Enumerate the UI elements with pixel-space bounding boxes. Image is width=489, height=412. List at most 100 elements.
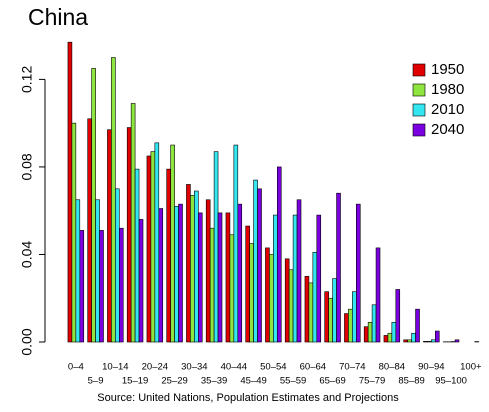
y-tick-label: 0.08 bbox=[19, 153, 35, 180]
bar bbox=[174, 206, 179, 343]
bar bbox=[146, 155, 152, 343]
legend-swatch bbox=[412, 103, 426, 117]
bar bbox=[292, 214, 298, 343]
bar bbox=[134, 168, 140, 343]
x-tick-label: 60–64 bbox=[300, 362, 326, 373]
bar bbox=[237, 203, 243, 343]
bar bbox=[367, 322, 373, 343]
bar bbox=[178, 203, 183, 343]
x-tick-label: 80–84 bbox=[379, 362, 405, 373]
x-tick-label: 75–79 bbox=[359, 376, 385, 387]
x-tick-label: 20–24 bbox=[142, 362, 168, 373]
bar bbox=[217, 212, 223, 343]
legend-label: 1980 bbox=[431, 81, 464, 98]
bar bbox=[296, 199, 302, 343]
x-tick-label: 35–39 bbox=[201, 376, 227, 387]
bar bbox=[119, 227, 124, 343]
bar bbox=[198, 212, 203, 343]
bar bbox=[91, 68, 96, 343]
bar bbox=[225, 212, 231, 343]
x-tick-label: 40–44 bbox=[221, 362, 247, 373]
bar bbox=[288, 269, 294, 343]
y-tick-label: 0.12 bbox=[19, 66, 35, 93]
bar bbox=[363, 326, 369, 343]
x-tick-label: 90–94 bbox=[418, 362, 444, 373]
bar bbox=[265, 247, 270, 343]
bar bbox=[403, 339, 408, 343]
bar bbox=[99, 230, 104, 343]
bar bbox=[158, 208, 164, 343]
bar bbox=[79, 230, 85, 343]
bar bbox=[324, 291, 329, 343]
bar bbox=[423, 341, 428, 343]
bar bbox=[87, 118, 92, 343]
y-tick-label: 0.00 bbox=[19, 328, 35, 355]
bar bbox=[431, 339, 436, 343]
bar bbox=[150, 151, 156, 343]
bar bbox=[284, 258, 290, 343]
bar bbox=[233, 144, 239, 343]
bar bbox=[249, 243, 254, 343]
bar bbox=[245, 225, 250, 343]
bar bbox=[304, 276, 310, 343]
bar bbox=[95, 199, 100, 343]
x-tick-label: 95–100 bbox=[435, 376, 467, 387]
bar bbox=[375, 247, 381, 343]
x-tick-label: 50–54 bbox=[260, 362, 286, 373]
bar bbox=[111, 57, 116, 343]
bar bbox=[434, 330, 440, 343]
bar bbox=[253, 179, 258, 343]
bar bbox=[427, 341, 432, 343]
legend-label: 1950 bbox=[431, 61, 464, 78]
bar bbox=[115, 188, 120, 343]
legend-label: 2040 bbox=[431, 121, 464, 138]
bar bbox=[205, 199, 211, 343]
bar bbox=[336, 192, 341, 343]
bar bbox=[107, 129, 112, 343]
bar bbox=[154, 142, 160, 343]
bar bbox=[332, 278, 337, 343]
x-tick-label: 0–4 bbox=[68, 362, 84, 373]
legend-label: 2010 bbox=[431, 101, 464, 118]
x-tick-label: 15–19 bbox=[122, 376, 148, 387]
bar bbox=[387, 332, 393, 343]
bar bbox=[75, 199, 81, 343]
bar bbox=[130, 103, 136, 343]
bar bbox=[257, 188, 262, 343]
legend-swatch bbox=[412, 123, 426, 137]
bar bbox=[276, 166, 282, 343]
bar bbox=[308, 282, 314, 343]
bar bbox=[170, 144, 175, 343]
bar bbox=[355, 203, 361, 343]
bar bbox=[316, 214, 322, 343]
x-tick-label: 100+ bbox=[460, 362, 482, 373]
bar bbox=[126, 127, 132, 343]
bar bbox=[415, 308, 420, 343]
x-tick-label: 5–9 bbox=[88, 376, 104, 387]
bar bbox=[190, 195, 195, 343]
bar bbox=[67, 41, 73, 343]
legend-swatch bbox=[412, 83, 426, 97]
bar bbox=[411, 332, 416, 343]
x-tick-label: 45–49 bbox=[240, 376, 266, 387]
legend-swatch bbox=[412, 63, 426, 77]
x-tick-label: 25–29 bbox=[161, 376, 187, 387]
bar bbox=[395, 289, 401, 343]
bar bbox=[344, 313, 349, 343]
bar bbox=[328, 297, 333, 343]
bar bbox=[186, 184, 191, 343]
bar bbox=[209, 227, 215, 343]
chart-title: China bbox=[28, 4, 88, 30]
bar bbox=[229, 234, 235, 343]
bar bbox=[213, 151, 219, 343]
bar bbox=[383, 335, 389, 343]
bar bbox=[348, 308, 353, 343]
x-tick-label: 10–14 bbox=[102, 362, 128, 373]
bar bbox=[273, 214, 278, 343]
x-tick-label: 65–69 bbox=[319, 376, 345, 387]
bar bbox=[194, 190, 199, 343]
source-note: Source: United Nations, Population Estim… bbox=[97, 392, 399, 404]
y-tick-label: 0.04 bbox=[19, 241, 35, 268]
x-tick-label: 85–89 bbox=[398, 376, 424, 387]
